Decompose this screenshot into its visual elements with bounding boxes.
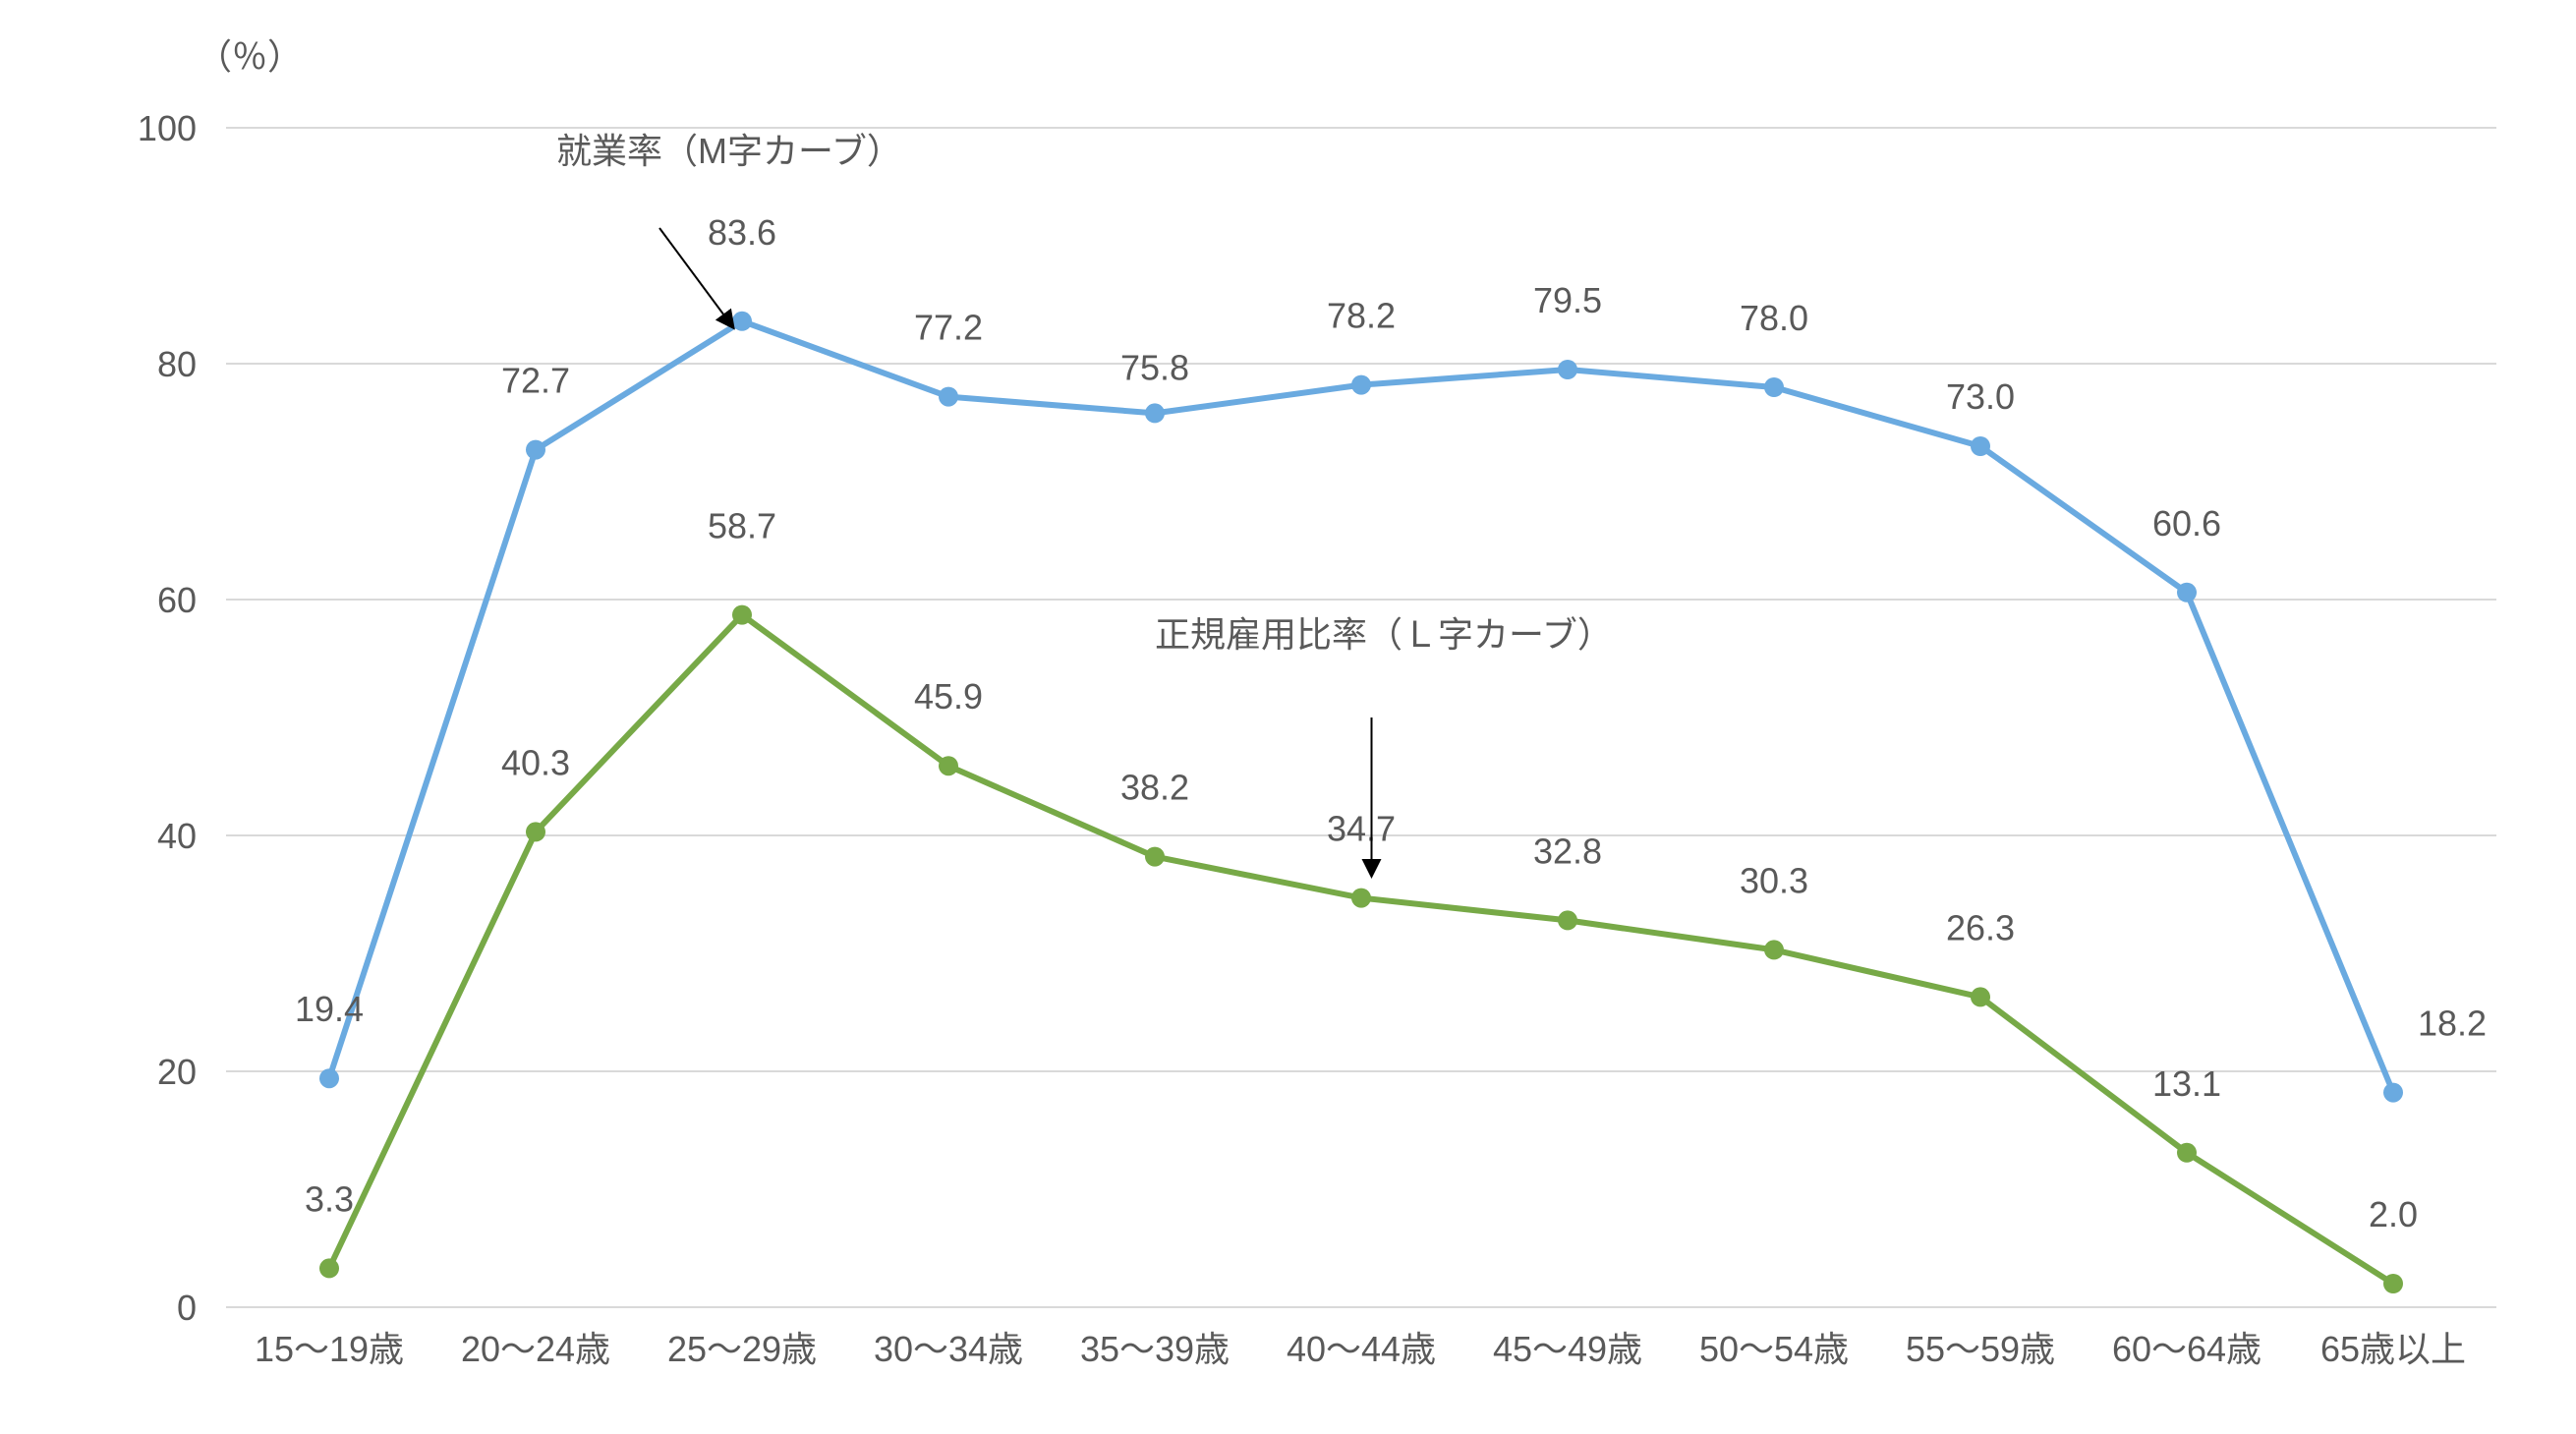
- x-axis-category-label: 25～29歳: [667, 1329, 817, 1369]
- series-marker: [1764, 377, 1784, 397]
- data-point-label: 34.7: [1327, 809, 1396, 849]
- y-axis-tick-label: 100: [138, 108, 197, 148]
- y-axis-tick-label: 60: [157, 580, 197, 620]
- series-marker: [1351, 375, 1371, 395]
- series-marker: [526, 822, 545, 841]
- series-marker: [1558, 910, 1577, 930]
- series-line: [329, 321, 2393, 1093]
- series-label-m-curve: 就業率（M字カーブ）: [556, 131, 902, 171]
- x-axis-category-label: 55～59歳: [1906, 1329, 2055, 1369]
- data-point-label: 45.9: [914, 676, 983, 717]
- data-point-label: 58.7: [708, 506, 776, 546]
- x-axis-category-label: 35～39歳: [1080, 1329, 1230, 1369]
- series-marker: [2383, 1274, 2403, 1293]
- series-marker: [319, 1258, 339, 1278]
- data-point-label: 40.3: [501, 742, 570, 782]
- x-axis-category-label: 45～49歳: [1493, 1329, 1642, 1369]
- y-axis-tick-label: 80: [157, 344, 197, 384]
- y-axis-unit-label: （％）: [197, 36, 303, 77]
- series-marker: [1558, 360, 1577, 379]
- series-marker: [526, 440, 545, 460]
- y-axis-tick-label: 40: [157, 816, 197, 856]
- data-point-label: 18.2: [2418, 1004, 2487, 1044]
- data-point-label: 75.8: [1120, 347, 1189, 387]
- x-axis-category-label: 60～64歳: [2112, 1329, 2261, 1369]
- x-axis-category-label: 65歳以上: [2320, 1329, 2466, 1369]
- data-point-label: 38.2: [1120, 768, 1189, 808]
- data-point-label: 77.2: [914, 308, 983, 348]
- series-marker: [939, 387, 958, 407]
- data-point-label: 60.6: [2152, 503, 2221, 544]
- x-axis-category-label: 15～19歳: [255, 1329, 404, 1369]
- x-axis-category-label: 40～44歳: [1287, 1329, 1436, 1369]
- data-point-label: 13.1: [2152, 1063, 2221, 1104]
- series-marker: [319, 1068, 339, 1088]
- data-point-label: 19.4: [295, 989, 364, 1029]
- series-marker: [1971, 436, 1990, 456]
- series-marker: [1764, 940, 1784, 959]
- data-point-label: 32.8: [1533, 831, 1602, 871]
- data-point-label: 73.0: [1946, 376, 2015, 417]
- series-marker: [939, 756, 958, 775]
- data-point-label: 30.3: [1740, 860, 1808, 900]
- series-label-l-curve: 正規雇用比率（Ｌ字カーブ）: [1155, 614, 1613, 655]
- series-marker: [1971, 987, 1990, 1006]
- series-marker: [2177, 583, 2197, 602]
- series-marker: [2383, 1083, 2403, 1103]
- series-marker: [1145, 847, 1165, 867]
- series-marker: [2177, 1143, 2197, 1163]
- series-line: [329, 615, 2393, 1284]
- chart-svg: 0 20 40 60 80 100（％） 15～19歳 20～24歳 25～29歳 30～34歳 3…: [0, 0, 2576, 1434]
- data-point-label: 83.6: [708, 212, 776, 253]
- x-axis-category-label: 30～34歳: [874, 1329, 1023, 1369]
- series-marker: [1351, 889, 1371, 908]
- series-marker: [732, 605, 752, 625]
- y-axis-tick-label: 20: [157, 1052, 197, 1092]
- data-point-label: 3.3: [305, 1178, 354, 1219]
- series-marker: [1145, 403, 1165, 423]
- x-axis-category-label: 50～54歳: [1699, 1329, 1849, 1369]
- x-axis-category-label: 20～24歳: [461, 1329, 610, 1369]
- data-point-label: 72.7: [501, 361, 570, 401]
- y-axis-tick-label: 0: [177, 1288, 197, 1328]
- data-point-label: 78.0: [1740, 298, 1808, 338]
- series-marker: [732, 312, 752, 331]
- data-point-label: 26.3: [1946, 907, 2015, 947]
- data-point-label: 78.2: [1327, 296, 1396, 336]
- data-point-label: 2.0: [2369, 1194, 2418, 1234]
- data-point-label: 79.5: [1533, 280, 1602, 320]
- line-chart: 0 20 40 60 80 100（％） 15～19歳 20～24歳 25～29歳 30～34歳 3…: [0, 0, 2576, 1434]
